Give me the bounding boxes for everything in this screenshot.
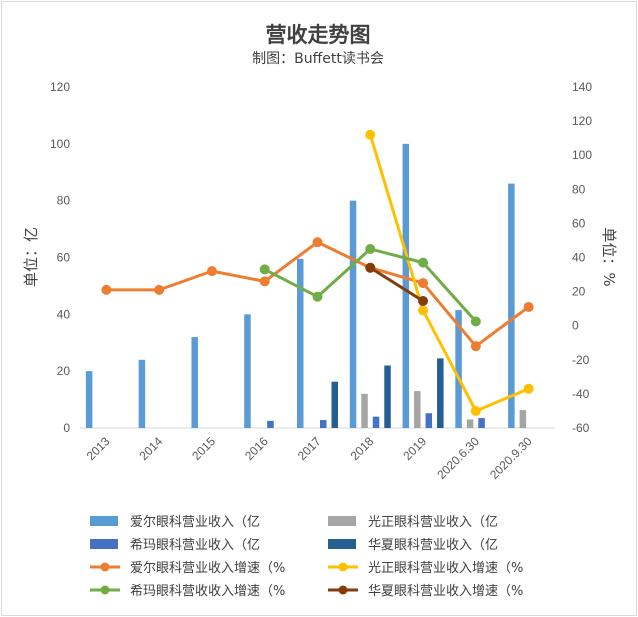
right-tick-label: 0 [572,319,579,333]
left-tick-label: 20 [57,364,71,378]
bar [455,310,462,428]
bar [384,365,391,428]
line-point [206,266,217,277]
right-tick-label: 20 [572,285,586,299]
bar [508,183,515,428]
bar [414,391,421,428]
left-tick-label: 40 [57,307,71,321]
chart-subtitle: 制图：Buffett读书会 [252,50,384,67]
line-point [101,284,112,295]
bar [437,358,444,428]
legend-entry: 爱尔眼科营业收入（亿 [130,515,260,530]
left-axis-title: 单位：亿 [22,227,40,287]
line-point [365,129,376,140]
right-axis-ticks: -60 -40 -20 0 20 40 60 80 100 120 140 [572,80,592,435]
x-tick-label: 2015 [189,434,218,463]
legend-entry: 华夏眼科营业收入增速（% [368,584,523,599]
legend-bar-swatch [328,539,356,549]
bar [519,410,527,428]
bar [85,371,93,428]
right-tick-label: 100 [572,148,592,162]
x-tick-label: 2020.9.30 [487,434,535,482]
legend-entry: 华夏眼科营业收入（亿 [368,538,498,553]
right-tick-label: 40 [572,251,586,265]
chart-title: 营收走势图 [266,23,371,47]
right-tick-label: -60 [572,421,590,435]
bar [297,258,304,428]
left-tick-label: 80 [57,194,71,208]
bar [244,314,251,428]
x-tick-label: 2018 [348,434,377,463]
bar [320,420,327,428]
x-tick-label: 2017 [295,434,324,463]
line-point [470,341,481,352]
left-axis-ticks: 0 20 40 60 80 100 120 [50,80,70,435]
legend-entry: 希玛眼科营业收入（亿 [130,538,260,553]
line-point [418,278,429,289]
legend-marker [338,585,348,595]
right-axis-title: 单位：% [600,227,618,286]
line-point [365,262,376,273]
bar [349,200,357,428]
legend-bar-swatch [90,516,118,526]
x-tick-label: 2014 [137,434,166,463]
left-tick-label: 120 [50,80,70,94]
x-axis-ticks: 2013 2014 2015 2016 2017 2018 2019 2020.6.30 202… [84,434,535,482]
bar [466,419,474,428]
bar-series-group [85,143,527,429]
bar [361,393,368,428]
line-point [365,243,376,254]
line-point [259,264,270,275]
x-tick-label: 2016 [242,434,271,463]
left-tick-label: 100 [50,137,70,151]
legend-marker [100,585,110,595]
line-point [418,295,429,306]
line-point [418,257,429,268]
series-line [369,266,424,303]
bar [191,337,198,428]
legend-marker [338,562,348,572]
line-point [312,291,323,302]
x-tick-label: 2020.6.30 [434,434,482,482]
bar [267,420,274,428]
bar [138,359,146,428]
legend-entry: 爱尔眼科营业收入增速（% [130,561,285,576]
line-point [470,405,481,416]
bar [372,416,380,428]
x-tick-label: 2019 [400,434,429,463]
right-tick-label: 140 [572,80,592,94]
bar [478,418,485,428]
left-tick-label: 60 [57,251,71,265]
legend-entry: 光正眼科营业收入（亿 [368,515,498,530]
series-line [368,134,530,413]
x-tick-label: 2013 [84,434,113,463]
bar [425,413,433,428]
line-point [259,276,270,287]
right-tick-label: -20 [572,353,590,367]
legend-entry: 希玛眼科营收收入增速（% [130,584,285,599]
line-point [418,305,429,316]
line-point [312,237,323,248]
legend-marker [100,562,110,572]
left-tick-label: 0 [63,421,70,435]
right-tick-label: -40 [572,387,590,401]
line-point [470,316,481,327]
legend-bar-swatch [90,539,118,549]
legend-bar-swatch [328,516,356,526]
bar [402,143,410,429]
legend-entry: 光正眼科营业收入增速（% [368,561,523,576]
line-point [523,301,534,312]
line-series-group [101,129,534,416]
right-tick-label: 120 [572,114,592,128]
right-tick-label: 60 [572,216,586,230]
right-tick-label: 80 [572,182,586,196]
line-point [523,383,534,394]
bar [331,381,338,428]
line-point [154,284,165,295]
